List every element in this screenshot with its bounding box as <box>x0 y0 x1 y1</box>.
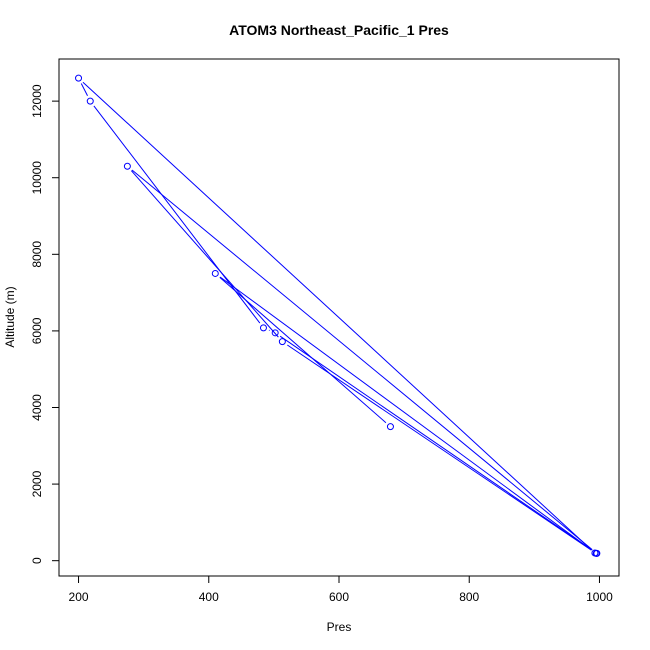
y-tick-label: 2000 <box>30 470 44 497</box>
series-layer <box>75 74 601 557</box>
chart-title: ATOM3 Northeast_Pacific_1 Pres <box>229 22 449 38</box>
y-tick-label: 10000 <box>30 161 44 195</box>
y-tick-label: 0 <box>30 557 44 564</box>
y-axis: 0 2000 4000 6000 8000 10000 12000 <box>30 84 60 564</box>
data-point <box>592 549 600 557</box>
y-tick-label: 4000 <box>30 394 44 421</box>
data-point <box>271 329 279 337</box>
series-segment <box>219 276 592 551</box>
series-segment <box>93 105 261 324</box>
y-axis-label: Altitude (m) <box>3 286 17 347</box>
data-point <box>75 74 83 82</box>
x-tick-label: 600 <box>329 590 349 604</box>
series-segment <box>82 81 591 550</box>
series-segment <box>287 344 592 551</box>
series-segment <box>279 335 593 551</box>
x-tick-label: 400 <box>199 590 219 604</box>
series-segment <box>131 169 593 550</box>
series-segment <box>130 170 279 338</box>
x-tick-label: 200 <box>69 590 89 604</box>
data-point <box>386 423 394 431</box>
y-tick-label: 6000 <box>30 317 44 344</box>
x-tick-label: 1000 <box>586 590 613 604</box>
data-point <box>278 338 286 346</box>
data-point <box>211 269 219 277</box>
x-tick-label: 800 <box>459 590 479 604</box>
data-point <box>86 97 94 105</box>
data-point <box>123 162 131 170</box>
x-axis-label: Pres <box>327 620 352 634</box>
x-axis: 200 400 600 800 1000 <box>69 575 613 604</box>
series-segment <box>80 83 88 97</box>
series-segment <box>219 277 387 424</box>
y-tick-label: 12000 <box>30 84 44 118</box>
data-point <box>259 324 267 332</box>
y-tick-label: 8000 <box>30 241 44 268</box>
